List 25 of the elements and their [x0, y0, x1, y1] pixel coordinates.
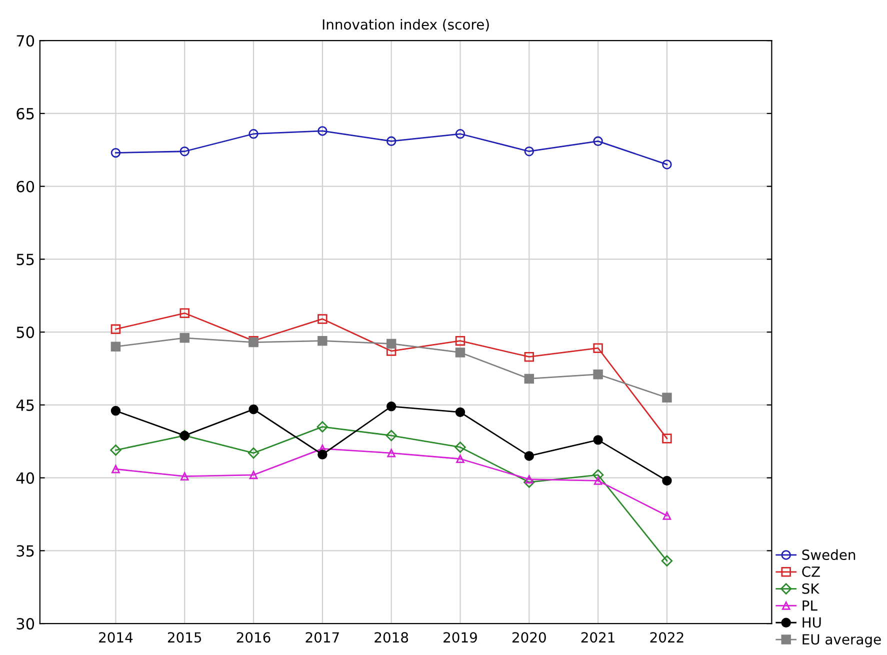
y-tick-label: 65 [16, 108, 34, 120]
x-tick-label: 2021 [581, 632, 614, 643]
y-tick-label: 55 [16, 254, 34, 266]
chart-title: Innovation index (score) [322, 18, 489, 32]
x-tick-label: 2016 [236, 632, 270, 643]
legend-label: PL [802, 600, 818, 611]
x-tick-label: 2015 [168, 632, 202, 643]
legend-label: Sweden [802, 549, 856, 560]
y-tick-label: 70 [16, 35, 34, 47]
y-tick-label: 35 [16, 545, 34, 557]
x-tick-label: 2020 [512, 632, 546, 643]
x-tick-label: 2019 [444, 632, 477, 643]
legend-label: EU average [802, 634, 881, 648]
x-tick-label: 2018 [374, 632, 408, 643]
x-tick-label: 2022 [650, 632, 684, 643]
x-tick-label: 2014 [99, 632, 133, 643]
legend-label: HU [802, 617, 821, 628]
legend-label: CZ [802, 566, 820, 577]
y-tick-label: 40 [16, 472, 34, 484]
y-tick-label: 50 [16, 326, 34, 338]
y-tick-label: 60 [16, 180, 34, 192]
legend-label: SK [802, 583, 820, 594]
x-tick-label: 2017 [306, 632, 339, 643]
y-tick-label: 30 [16, 618, 34, 630]
y-tick-label: 45 [16, 400, 34, 411]
